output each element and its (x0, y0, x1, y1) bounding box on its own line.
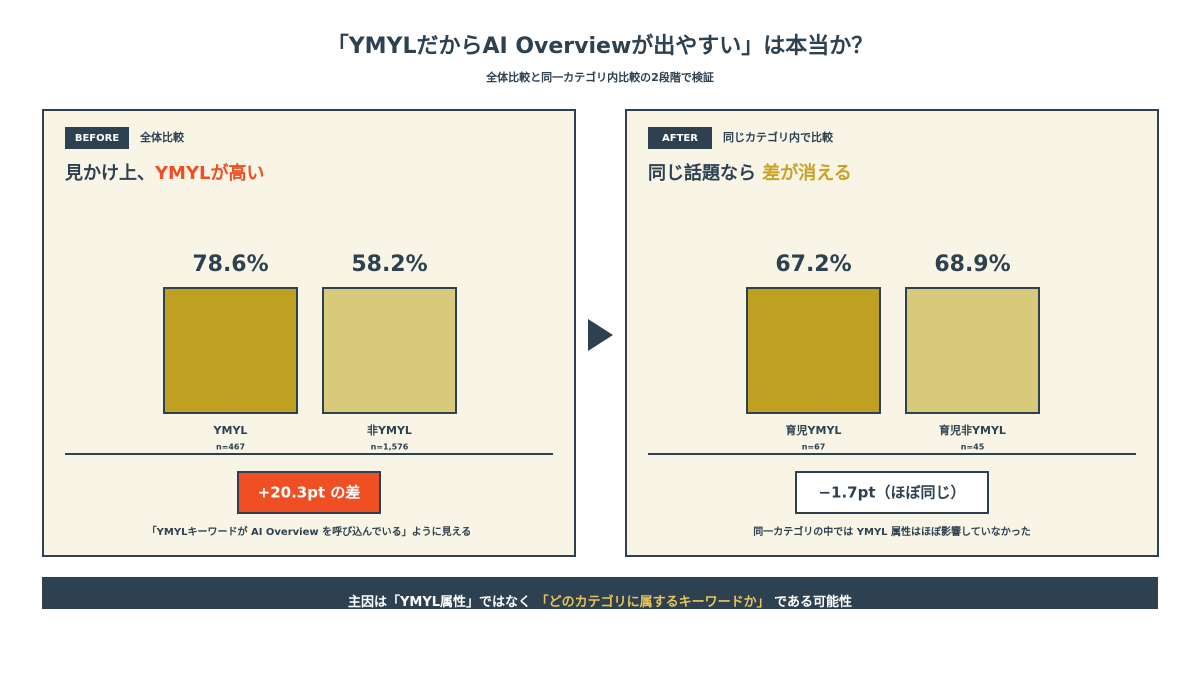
sample-size: n=45 (961, 443, 985, 452)
footer-text: 主因は「YMYL属性」ではなく (348, 594, 531, 610)
bar (746, 287, 881, 414)
heading: 見かけ上、YMYLが高い (64, 162, 264, 184)
tag-note: 全体比較 (139, 130, 185, 144)
tag: AFTER (662, 133, 698, 144)
sample-size: n=67 (802, 443, 826, 452)
diff-box (795, 471, 989, 514)
category-label: YMYL (213, 424, 248, 437)
note: 同一カテゴリの中では YMYL 属性はほぼ影響していなかった (753, 525, 1030, 538)
heading-text: 同じ話題なら (648, 162, 762, 184)
footer-highlight: 「どのカテゴリに属するキーワードか」 (536, 594, 770, 610)
tag-box (648, 127, 712, 149)
heading-highlight: YMYLが高い (154, 162, 264, 184)
diff-label: +20.3pt の差 (258, 484, 361, 502)
title: 「YMYLだからAI Overviewが出やすい」は本当か？ (327, 33, 874, 59)
note: 「YMYLキーワードが AI Overview を呼び込んでいる」ように見える (147, 525, 472, 538)
value-label: 78.6% (192, 252, 268, 277)
tag-note: 同じカテゴリ内で比較 (723, 130, 834, 144)
bar (905, 287, 1040, 414)
category-label: 非YMYL (367, 423, 412, 437)
footer-tail: である可能性 (774, 594, 852, 610)
tag-box (65, 127, 129, 149)
subtitle: 全体比較と同一カテゴリ内比較の2段階で検証 (485, 70, 714, 84)
bar (322, 287, 457, 414)
heading: 同じ話題なら 差が消える (648, 162, 852, 184)
value-label: 68.9% (934, 252, 1010, 277)
footer: 主因は「YMYL属性」ではなく 「どのカテゴリに属するキーワードか」 である可能… (348, 594, 852, 610)
heading-text: 見かけ上、 (64, 163, 155, 184)
bar (163, 287, 298, 414)
sample-size: n=1,576 (371, 443, 409, 452)
value-label: 67.2% (775, 252, 851, 277)
footer-bar (42, 577, 1158, 609)
sample-size: n=467 (216, 443, 245, 452)
tag: BEFORE (75, 133, 119, 144)
value-label: 58.2% (351, 252, 427, 277)
diff-box (237, 471, 381, 514)
arrow (588, 319, 613, 351)
category-label: 育児非YMYL (939, 423, 1006, 437)
heading-highlight: 差が消える (762, 162, 851, 184)
diff-label: −1.7pt（ほぼ同じ） (818, 484, 965, 502)
category-label: 育児YMYL (786, 423, 842, 437)
